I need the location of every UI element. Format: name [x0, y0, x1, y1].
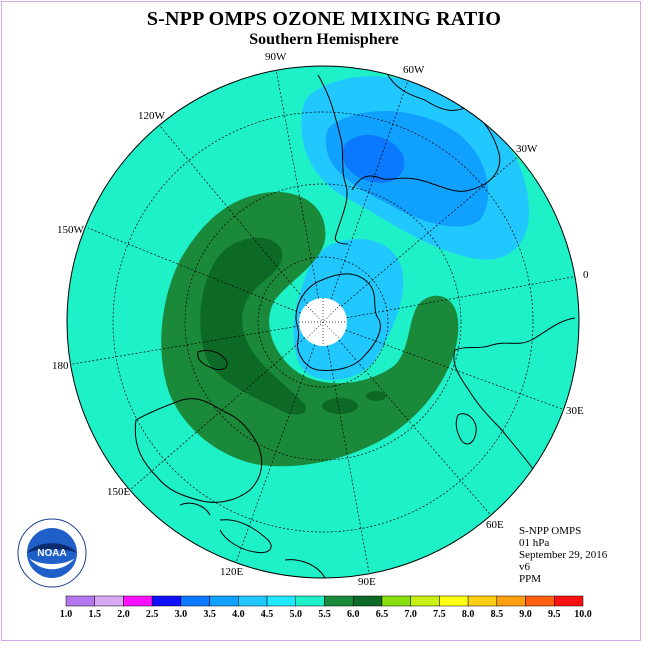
info-units: PPM	[519, 573, 542, 585]
colorbar-label: 1.5	[88, 609, 101, 620]
page-title: S-NPP OMPS OZONE MIXING RATIO	[146, 8, 502, 30]
lon-label-30e: 30E	[566, 405, 584, 417]
page-frame	[1, 1, 641, 641]
map-outline	[66, 65, 580, 579]
coastlines	[134, 69, 576, 578]
colorbar-swatch	[381, 595, 411, 607]
page-subtitle: Southern Hemisphere	[249, 31, 399, 48]
lon-label-150e: 150E	[107, 486, 131, 498]
colorbar-label: 2.0	[117, 609, 130, 620]
colorbar-label: 1.0	[59, 609, 73, 620]
colorbar-swatch	[554, 595, 584, 607]
lon-label-150w: 150W	[57, 224, 85, 236]
colorbar-label: 2.5	[145, 609, 159, 620]
info-level: 01 hPa	[519, 537, 550, 549]
colorbar	[65, 595, 584, 607]
lon-label-30w: 30W	[516, 143, 538, 155]
lon-label-90e: 90E	[358, 576, 376, 588]
colorbar-swatch	[410, 595, 440, 607]
lon-label-180: 180	[52, 360, 69, 372]
info-version: v6	[519, 561, 530, 573]
logo-text: NOAA	[37, 548, 66, 559]
info-date: September 29, 2016	[519, 549, 608, 561]
colorbar-label: 9.0	[519, 609, 532, 620]
colorbar-swatch	[467, 595, 498, 607]
colorbar-swatch	[65, 595, 95, 607]
colorbar-swatch	[151, 595, 182, 607]
ozone-region-pacific-min	[342, 135, 405, 183]
lon-label-120w: 120W	[138, 110, 166, 122]
colorbar-swatch	[324, 595, 354, 607]
colorbar-label: 7.5	[433, 609, 446, 620]
colorbar-swatch	[496, 595, 526, 607]
graticule	[67, 66, 579, 578]
colorbar-label: 6.0	[346, 609, 360, 620]
info-panel: S-NPP OMPS 01 hPa September 29, 2016 v6 …	[519, 525, 607, 585]
lon-label-60w: 60W	[403, 64, 425, 76]
colorbar-label: 7.0	[404, 609, 417, 620]
lon-label-120e: 120E	[220, 566, 244, 578]
colorbar-swatch	[525, 595, 555, 607]
colorbar-label: 8.0	[461, 609, 475, 620]
colorbar-label: 8.5	[490, 609, 504, 620]
colorbar-swatch	[94, 595, 124, 607]
colorbar-swatch	[295, 595, 325, 607]
colorbar-label: 6.5	[375, 609, 389, 620]
colorbar-swatch	[439, 595, 469, 607]
colorbar-swatch	[352, 595, 383, 607]
colorbar-label: 4.0	[232, 609, 245, 620]
ozone-region-core-patch	[322, 398, 358, 414]
colorbar-swatch	[209, 595, 239, 607]
colorbar-label: 3.5	[203, 609, 216, 620]
noaa-logo: NOAA	[17, 518, 87, 588]
colorbar-label: 3.0	[174, 609, 188, 620]
colorbar-label: 4.5	[260, 609, 274, 620]
colorbar-swatch	[266, 595, 297, 607]
lon-label-90w: 90W	[265, 51, 287, 63]
info-instrument: S-NPP OMPS	[519, 525, 582, 537]
colorbar-label: 10.0	[574, 609, 592, 620]
polar-cap-graticule	[299, 298, 347, 346]
colorbar-label: 5.0	[289, 609, 303, 620]
colorbar-swatch	[180, 595, 210, 607]
colorbar-label: 5.5	[318, 609, 331, 620]
ozone-region-core	[200, 237, 306, 415]
colorbar-swatch	[123, 595, 153, 607]
ozone-region-core-patch	[366, 391, 386, 401]
lon-label-0: 0	[583, 269, 589, 281]
colorbar-label: 9.5	[548, 609, 561, 620]
colorbar-swatch	[238, 595, 268, 607]
lon-label-60e: 60E	[486, 519, 504, 531]
